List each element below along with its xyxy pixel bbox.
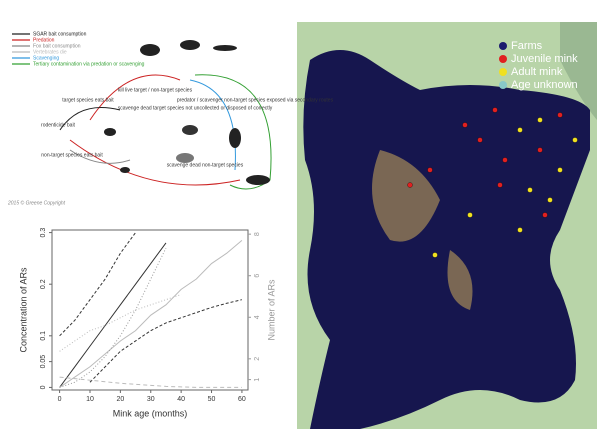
bird-icon (213, 45, 237, 51)
node-label: scavenge dead target species not uncolle… (118, 105, 273, 111)
y2-axis-label: Number of ARs (266, 279, 276, 341)
map-point (543, 213, 548, 218)
map-point (498, 183, 503, 188)
y-tick-label: 0.1 (40, 331, 47, 341)
page: {"diagram":{ "legend":[ {"label":"SGAR b… (0, 0, 597, 429)
map-point (478, 138, 483, 143)
map-point (503, 158, 508, 163)
series-line (60, 240, 242, 387)
y-tick-label: 0 (40, 385, 47, 389)
y-axis-label: Concentration of ARs (18, 267, 28, 353)
legend-label: Adult mink (511, 66, 563, 78)
node-label: scavenge dead non-target species (167, 162, 244, 168)
legend-marker (499, 81, 507, 89)
x-axis-label: Mink age (months) (113, 408, 188, 418)
map-point (428, 168, 433, 173)
series-line (90, 300, 242, 383)
legend-label: Age unknown (511, 79, 578, 91)
mink-icon (246, 175, 270, 185)
x-tick-label: 50 (208, 396, 216, 403)
legend-marker (499, 42, 507, 50)
legend-label: Farms (511, 40, 543, 52)
map-point (558, 168, 563, 173)
x-tick-label: 20 (116, 396, 124, 403)
legend-marker (499, 68, 507, 76)
fox-icon (140, 44, 160, 56)
y2-tick-label: 8 (254, 232, 261, 236)
map-point (433, 253, 438, 258)
node-label: non-target species eats bait (41, 152, 103, 158)
x-tick-label: 10 (86, 396, 94, 403)
y-tick-label: 0.05 (40, 355, 47, 369)
map-point (538, 118, 543, 123)
y2-tick-label: 1 (254, 378, 261, 382)
y2-tick-label: 2 (254, 357, 261, 361)
rodent-icon (120, 167, 130, 173)
node-label: rodenticide bait (41, 122, 76, 128)
line-chart: 0 10 20 30 40 50 60 0 0.05 0.1 0.2 0.3 1 2 4 6 8 Mink age… (18, 228, 276, 419)
credit: 2015 © Greene Copyright (7, 199, 66, 206)
y-tick-label: 0.2 (40, 279, 47, 289)
map-point (408, 183, 413, 188)
series-line (60, 243, 166, 388)
raven-icon (229, 128, 241, 148)
x-tick-label: 40 (177, 396, 185, 403)
map-point (518, 128, 523, 133)
map-point (493, 108, 498, 113)
y2-tick-label: 6 (254, 274, 261, 278)
node-label: kill live target / non-target species (118, 87, 193, 93)
node-label: target species eats bait (62, 97, 114, 103)
legend-label: Tertiary contamination via predation or … (33, 61, 145, 67)
tortoise-icon (182, 125, 198, 135)
x-tick-label: 30 (147, 396, 155, 403)
plot-frame (52, 230, 248, 390)
series-line (60, 377, 242, 387)
legend-marker (499, 55, 507, 63)
x-tick-label: 60 (238, 396, 246, 403)
map-point (538, 148, 543, 153)
y-tick-label: 0.3 (40, 228, 47, 238)
rodent-icon (104, 128, 116, 136)
arrow (190, 80, 235, 170)
farms-cloud (303, 50, 590, 429)
map-point (573, 138, 578, 143)
map-point (468, 213, 473, 218)
map-point (558, 113, 563, 118)
x-tick-label: 0 (58, 396, 62, 403)
series-line (60, 295, 182, 352)
mink-icon (180, 40, 200, 50)
map-point (528, 188, 533, 193)
y2-tick-label: 4 (254, 315, 261, 319)
node-label: predator / scavenger non-target species … (177, 97, 334, 103)
legend-label: Juvenile mink (511, 53, 578, 65)
figure: FarmsJuvenile minkAdult minkAge unknown … (0, 0, 597, 429)
map-point (518, 228, 523, 233)
map-point (548, 198, 553, 203)
series-line (60, 233, 136, 336)
map-point (463, 123, 468, 128)
